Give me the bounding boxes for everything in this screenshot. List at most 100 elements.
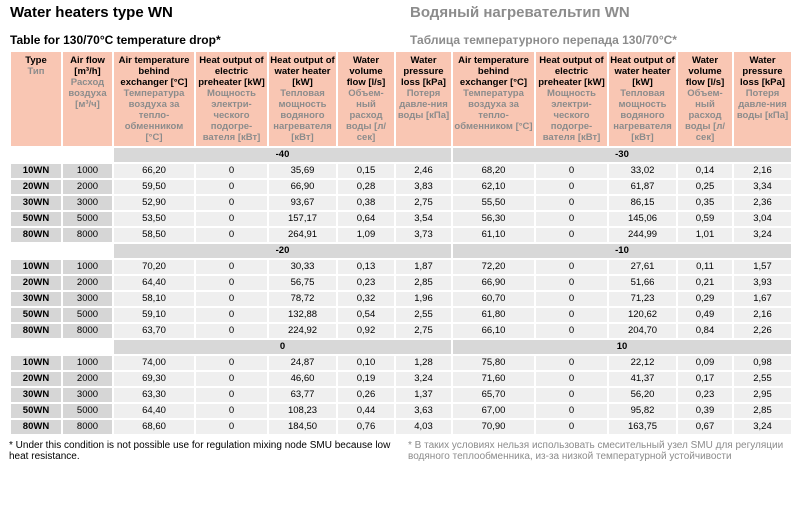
value-cell: 3,24 <box>396 370 451 386</box>
value-cell: 71,60 <box>453 370 534 386</box>
value-cell: 0 <box>536 306 607 322</box>
type-cell: 30WN <box>11 386 61 402</box>
value-cell: 1,96 <box>396 290 451 306</box>
type-cell: 50WN <box>11 210 61 226</box>
value-cell: 58,10 <box>114 290 194 306</box>
airflow-cell: 2000 <box>63 178 112 194</box>
value-cell: 56,75 <box>269 274 336 290</box>
value-cell: 3,24 <box>734 418 791 434</box>
column-header-en: Water volume flow [l/s] <box>346 55 386 88</box>
value-cell: 163,75 <box>609 418 676 434</box>
column-header: Water volume flow [l/s] Объем-ный расход … <box>678 52 732 146</box>
value-cell: 66,90 <box>453 274 534 290</box>
type-cell: 10WN <box>11 162 61 178</box>
column-header-ru: Потеря давле-ния воды [кПа] <box>736 88 789 121</box>
type-cell: 10WN <box>11 354 61 370</box>
value-cell: 70,20 <box>114 258 194 274</box>
value-cell: 64,40 <box>114 274 194 290</box>
value-cell: 0 <box>196 210 267 226</box>
outdoor-temp-right: -30 <box>453 146 791 162</box>
value-cell: 0,76 <box>338 418 394 434</box>
header-row: Type Тип Air flow [m³/h] Расход воздуха [м³… <box>11 52 791 146</box>
value-cell: 67,00 <box>453 402 534 418</box>
column-header-en: Air temperature behind exchanger [°C] <box>458 55 529 88</box>
type-cell: 50WN <box>11 306 61 322</box>
value-cell: 60,70 <box>453 290 534 306</box>
value-cell: 0,64 <box>338 210 394 226</box>
value-cell: 3,73 <box>396 226 451 242</box>
value-cell: 145,06 <box>609 210 676 226</box>
value-cell: 53,50 <box>114 210 194 226</box>
value-cell: 4,03 <box>396 418 451 434</box>
value-cell: 157,17 <box>269 210 336 226</box>
outdoor-temp-left: -40 <box>114 146 451 162</box>
airflow-cell: 5000 <box>63 402 112 418</box>
value-cell: 3,34 <box>734 178 791 194</box>
value-cell: 0 <box>536 178 607 194</box>
column-header-ru: Тепловая мощность водяного нагревателя [… <box>613 88 672 143</box>
value-cell: 244,99 <box>609 226 676 242</box>
footnote-ru: * В таких условиях нельзя использовать с… <box>408 440 784 462</box>
value-cell: 2,95 <box>734 386 791 402</box>
value-cell: 0 <box>196 162 267 178</box>
table-row: 10WN 1000 74,00 0 24,87 0,10 1,28 75,80 0 22,12 0,… <box>11 354 791 370</box>
type-cell: 10WN <box>11 258 61 274</box>
value-cell: 66,20 <box>114 162 194 178</box>
type-cell: 30WN <box>11 194 61 210</box>
value-cell: 0,38 <box>338 194 394 210</box>
value-cell: 3,04 <box>734 210 791 226</box>
value-cell: 0,23 <box>678 386 732 402</box>
value-cell: 2,26 <box>734 322 791 338</box>
value-cell: 27,61 <box>609 258 676 274</box>
value-cell: 70,90 <box>453 418 534 434</box>
column-header: Type Тип <box>11 52 61 146</box>
blank-cell <box>11 146 112 162</box>
value-cell: 0 <box>196 194 267 210</box>
value-cell: 2,85 <box>396 274 451 290</box>
value-cell: 2,75 <box>396 194 451 210</box>
value-cell: 0 <box>536 210 607 226</box>
value-cell: 0,67 <box>678 418 732 434</box>
table-subtitle-ru: Таблица температурного перепада 130/70°C… <box>410 33 677 47</box>
value-cell: 61,87 <box>609 178 676 194</box>
value-cell: 1,28 <box>396 354 451 370</box>
column-header-ru: Объем-ный расход воды [л/сек] <box>345 88 386 143</box>
column-header: Heat output of electric preheater [kW] Мо… <box>536 52 607 146</box>
outdoor-temp-right: 10 <box>453 338 791 354</box>
table-row: 80WN 8000 58,50 0 264,91 1,09 3,73 61,10 0 244,99… <box>11 226 791 242</box>
column-header-en: Heat output of electric preheater [kW] <box>538 55 605 88</box>
column-header-en: Water volume flow [l/s] <box>685 55 725 88</box>
table-row: 50WN 5000 64,40 0 108,23 0,44 3,63 67,00 0 95,82 0… <box>11 402 791 418</box>
value-cell: 68,20 <box>453 162 534 178</box>
value-cell: 0 <box>196 306 267 322</box>
value-cell: 0 <box>196 274 267 290</box>
column-header: Water volume flow [l/s] Объем-ный расход … <box>338 52 394 146</box>
value-cell: 64,40 <box>114 402 194 418</box>
value-cell: 55,50 <box>453 194 534 210</box>
value-cell: 132,88 <box>269 306 336 322</box>
value-cell: 0,35 <box>678 194 732 210</box>
column-header-ru: Тип <box>27 66 45 77</box>
table-row: 10WN 1000 66,20 0 35,69 0,15 2,46 68,20 0 33,02 0,… <box>11 162 791 178</box>
value-cell: 3,63 <box>396 402 451 418</box>
value-cell: 33,02 <box>609 162 676 178</box>
value-cell: 93,67 <box>269 194 336 210</box>
value-cell: 2,36 <box>734 194 791 210</box>
airflow-cell: 1000 <box>63 354 112 370</box>
table-row: 10WN 1000 70,20 0 30,33 0,13 1,87 72,20 0 27,61 0,… <box>11 258 791 274</box>
value-cell: 24,87 <box>269 354 336 370</box>
value-cell: 1,57 <box>734 258 791 274</box>
column-header-ru: Мощность электри-ческого подогре-вателя … <box>542 88 601 143</box>
value-cell: 1,09 <box>338 226 394 242</box>
value-cell: 66,10 <box>453 322 534 338</box>
value-cell: 2,16 <box>734 306 791 322</box>
value-cell: 0 <box>196 386 267 402</box>
table-row: 30WN 3000 52,90 0 93,67 0,38 2,75 55,50 0 86,15 0,… <box>11 194 791 210</box>
value-cell: 0 <box>536 418 607 434</box>
column-header-en: Air temperature behind exchanger [°C] <box>118 55 190 88</box>
value-cell: 65,70 <box>453 386 534 402</box>
value-cell: 3,54 <box>396 210 451 226</box>
table-row: 20WN 2000 64,40 0 56,75 0,23 2,85 66,90 0 51,66 0,… <box>11 274 791 290</box>
value-cell: 0,13 <box>338 258 394 274</box>
blank-cell <box>11 242 112 258</box>
